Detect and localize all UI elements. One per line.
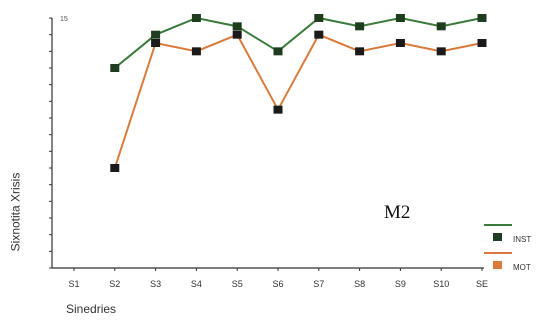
data-point-mot [232,30,242,39]
data-point-mot [436,47,446,56]
legend-swatch-mot [493,261,502,269]
data-point-mot [355,47,365,56]
x-tick-label: S5 [232,279,243,289]
data-point-inst [477,14,487,22]
y-axis-label: Sixnotita Xrisis [8,172,23,252]
data-point-mot [191,47,201,56]
x-tick-label: S7 [313,279,324,289]
data-point-inst [191,14,201,22]
data-point-inst [355,22,365,31]
data-point-inst [436,22,446,31]
legend-label-inst: INST [513,235,532,244]
data-point-inst [314,14,324,22]
data-point-inst [232,22,242,31]
x-ticks: S1 S2 S3 S4 S5 S6 S7 S8 S9 S10 SE [68,268,488,289]
data-point-mot [314,30,324,39]
y-ticks [49,17,52,269]
y-top-tick-label: 15 [60,16,68,23]
legend-swatch-inst [493,233,502,241]
x-tick-label: S2 [109,279,120,289]
series-lines [113,16,483,169]
series-line-inst [114,16,483,69]
data-point-inst [395,14,405,22]
data-point-mot [110,164,120,172]
data-point-inst [273,47,283,56]
x-tick-label: S6 [272,279,283,289]
data-point-mot [477,39,487,47]
x-axis-label: Sinedries [66,302,117,316]
series-line-mot [113,33,483,169]
x-tick-label: S8 [354,279,365,289]
data-point-mot [151,39,161,47]
x-tick-label: S1 [68,279,79,289]
x-tick-label: S10 [433,279,449,289]
legend-line-inst [484,224,512,226]
x-tick-label: S4 [191,279,202,289]
legend-line-mot [484,252,512,254]
x-tick-label: S3 [150,279,161,289]
data-point-mot [273,105,283,114]
chart-annotation: M2 [384,202,411,223]
data-point-inst [110,64,120,72]
data-point-mot [395,39,405,47]
legend-label-mot: MOT [513,263,531,272]
x-tick-label: SE [476,279,488,289]
series-markers [110,14,487,172]
data-point-inst [151,30,161,39]
x-tick-label: S9 [395,279,406,289]
